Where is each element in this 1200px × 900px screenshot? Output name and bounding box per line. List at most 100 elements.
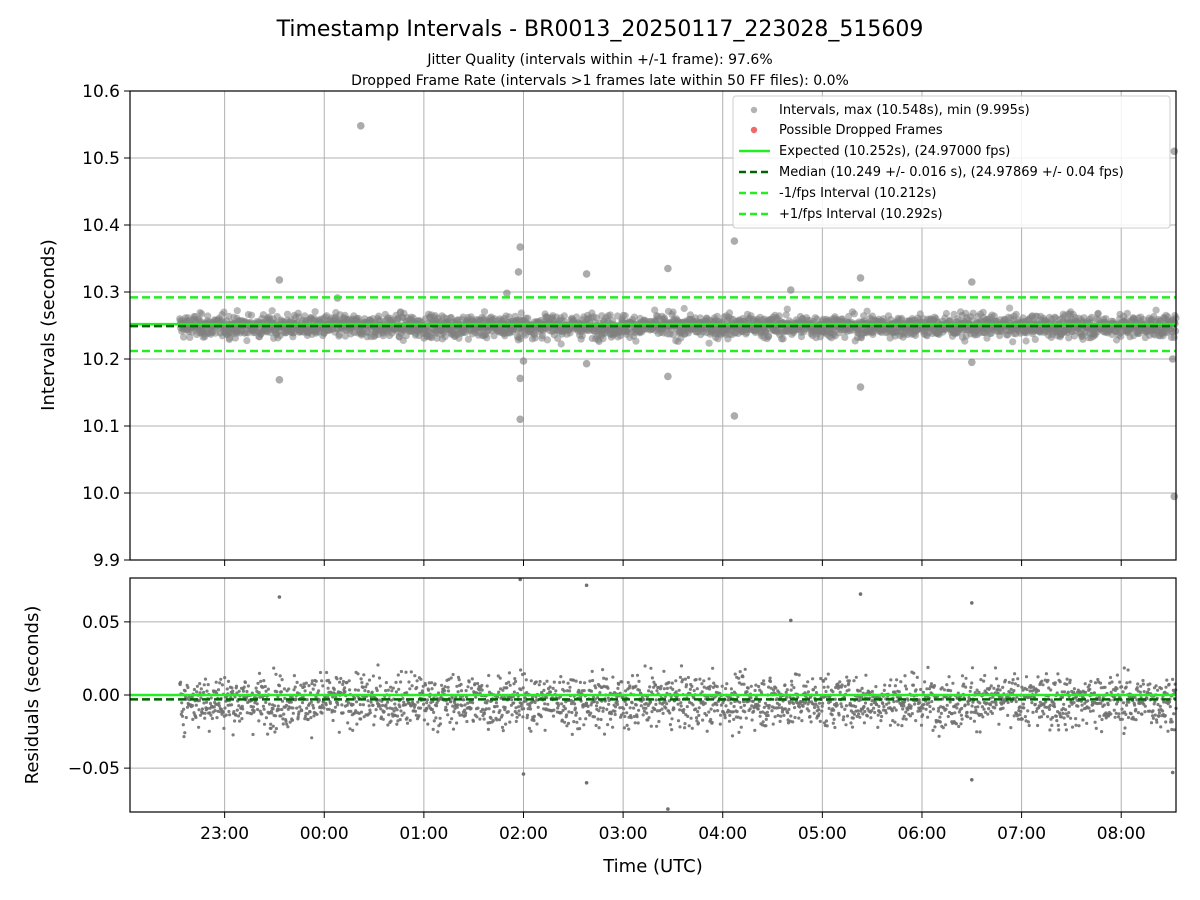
data-point xyxy=(525,691,529,695)
data-point xyxy=(601,668,605,672)
data-point xyxy=(284,719,288,724)
data-point xyxy=(456,703,460,707)
data-point xyxy=(783,707,788,711)
data-point xyxy=(644,701,648,706)
data-point xyxy=(643,664,647,668)
data-point xyxy=(432,710,436,715)
data-point xyxy=(308,710,312,714)
data-point xyxy=(725,682,729,686)
data-point xyxy=(647,689,651,693)
data-point xyxy=(286,707,290,711)
data-point xyxy=(1006,700,1010,705)
data-point xyxy=(377,698,381,702)
data-point xyxy=(832,708,836,712)
data-point xyxy=(307,684,311,688)
data-point xyxy=(1013,682,1018,686)
data-point xyxy=(537,683,541,687)
data-point xyxy=(814,702,818,707)
data-point xyxy=(700,682,704,686)
data-point xyxy=(318,670,323,675)
data-point xyxy=(992,686,996,690)
data-point xyxy=(753,688,757,693)
data-point xyxy=(482,711,487,716)
data-point xyxy=(1094,309,1102,317)
data-point xyxy=(873,710,877,715)
data-point xyxy=(757,684,761,689)
data-point xyxy=(988,686,992,690)
data-point xyxy=(251,705,255,709)
data-point xyxy=(181,723,185,727)
data-point xyxy=(335,677,339,681)
data-point xyxy=(990,700,994,704)
data-point xyxy=(710,720,714,725)
data-point xyxy=(314,679,318,683)
data-point xyxy=(594,686,598,690)
data-point xyxy=(711,666,715,670)
data-point xyxy=(455,684,459,688)
data-point xyxy=(292,688,296,692)
data-point xyxy=(379,707,383,711)
data-point xyxy=(443,689,447,693)
data-point xyxy=(931,707,936,711)
data-point xyxy=(996,684,1001,688)
data-point xyxy=(577,690,581,695)
data-point xyxy=(639,704,643,708)
data-point xyxy=(660,707,664,711)
data-point xyxy=(789,688,793,692)
data-point xyxy=(269,726,273,731)
data-point xyxy=(986,712,990,716)
data-point xyxy=(296,715,300,719)
data-point xyxy=(256,681,260,686)
data-point xyxy=(237,704,241,708)
data-point xyxy=(470,677,474,681)
data-point xyxy=(288,720,292,724)
data-point xyxy=(662,687,666,691)
data-point xyxy=(492,710,496,714)
data-point xyxy=(574,679,578,683)
data-point xyxy=(243,337,251,345)
data-point xyxy=(936,709,941,713)
data-point xyxy=(611,725,615,729)
data-point xyxy=(819,676,823,681)
data-point xyxy=(560,312,568,320)
data-point xyxy=(979,308,987,316)
data-point xyxy=(630,674,635,678)
data-point xyxy=(893,720,897,724)
data-point xyxy=(908,714,913,718)
data-point xyxy=(678,708,682,712)
data-point xyxy=(678,725,682,729)
data-point xyxy=(528,707,533,711)
data-point xyxy=(315,712,319,717)
data-point xyxy=(758,714,762,718)
data-point xyxy=(1044,700,1048,704)
data-point xyxy=(847,688,851,692)
data-point xyxy=(394,690,398,694)
data-point xyxy=(349,709,353,714)
data-point xyxy=(849,721,853,725)
data-point xyxy=(508,683,512,687)
data-point xyxy=(539,715,543,719)
data-point xyxy=(328,701,332,706)
data-point xyxy=(467,680,471,684)
data-point xyxy=(705,729,709,733)
data-point xyxy=(604,677,609,681)
outlier-point xyxy=(357,122,365,130)
data-point xyxy=(566,681,570,685)
data-point xyxy=(993,666,998,670)
data-point xyxy=(582,689,586,693)
data-point xyxy=(665,686,670,691)
data-point xyxy=(945,683,949,687)
data-point xyxy=(594,723,598,728)
data-point xyxy=(960,706,964,711)
data-point xyxy=(565,689,569,693)
data-point xyxy=(570,732,574,737)
data-point xyxy=(812,702,816,707)
data-point xyxy=(969,716,973,721)
data-point xyxy=(194,715,198,720)
data-point xyxy=(578,680,583,685)
data-point xyxy=(309,716,313,720)
data-point xyxy=(901,707,905,711)
data-point xyxy=(719,703,724,707)
data-point xyxy=(624,703,629,707)
data-point xyxy=(777,690,781,695)
